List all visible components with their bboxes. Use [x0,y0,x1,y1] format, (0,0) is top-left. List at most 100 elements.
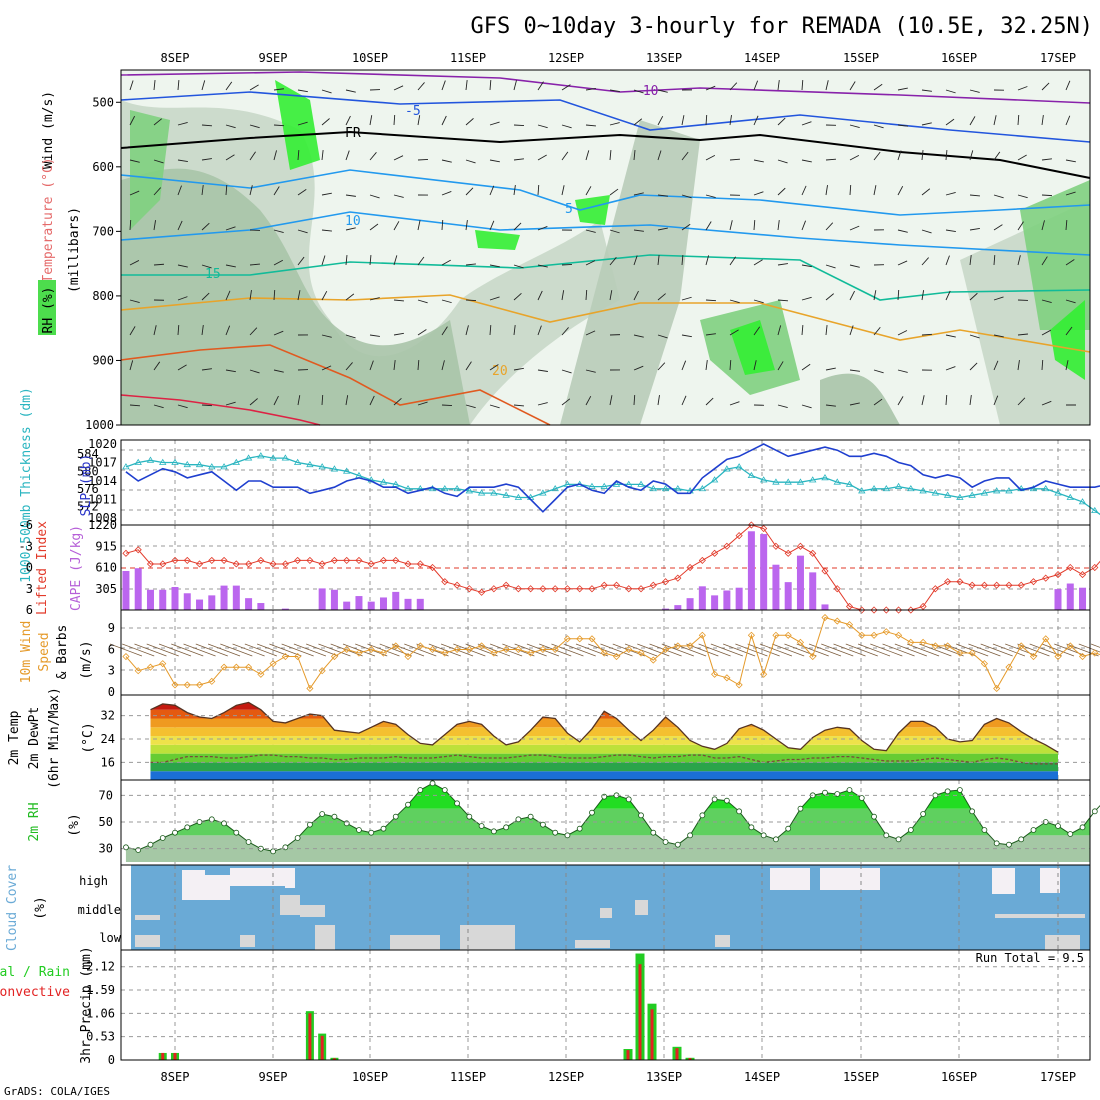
wind-barb [849,81,856,91]
thickness-marker [1091,506,1099,514]
wind-barb [1054,643,1087,657]
wind-barb [609,150,612,161]
wind-speed-marker [1042,635,1050,643]
wind-barb [801,296,812,301]
wind-barb [921,229,932,234]
temperature-contour [120,91,1091,143]
cloud-row-middle: middle [78,903,121,917]
y-tick-label: 500 [92,95,114,109]
cloud-high-block [770,868,810,890]
wind-barb [129,159,140,163]
wind-barb [633,192,644,196]
y-tick-label: 600 [92,160,114,174]
wind-barb [849,325,854,336]
rh-marker [1079,824,1086,831]
li-marker [551,585,559,593]
cloud-high-block [182,870,205,900]
wind-barb [465,159,476,164]
right-tick-label: 610 [95,561,117,575]
li-marker [306,556,314,564]
cloud-high-block [1040,868,1060,893]
cloud-mid-block [135,915,160,920]
cape-bar [257,603,265,610]
wind-barb [561,263,573,266]
li-marker [944,578,952,586]
thickness-marker [796,478,805,485]
precip-convective-bar [675,1048,679,1060]
wind-barb [1065,219,1068,231]
rh-marker [576,825,583,832]
temp-band [150,771,1058,780]
left-tick-label: 0 [26,561,33,575]
panel-border [120,949,1091,1061]
wind-barb [393,332,404,336]
wind-speed-marker [343,645,351,654]
thickness-marker [833,478,841,485]
wind-speed-marker [392,642,400,650]
wind-speed-marker [760,670,768,678]
wind-barb [1090,643,1100,648]
top-date-label: 10SEP [352,51,388,65]
li-marker [686,563,694,572]
contour-label: 10 [345,214,361,229]
rh-marker [760,832,767,839]
slp-line [125,443,1100,513]
wind-barb [585,260,596,266]
wind-barb [993,360,999,371]
y-tick-label: 0.53 [86,1030,115,1044]
wind-barb [249,124,260,129]
rh-marker [883,832,890,839]
wind-speed-marker [514,645,522,654]
wind-barb [158,643,192,657]
wind-barb [729,220,733,231]
wind-speed-marker [1017,642,1025,650]
wind-barb [969,150,974,161]
wind-barb [345,395,349,406]
wind-speed-marker [527,649,535,657]
wind-barb [201,404,213,407]
wind-barb [441,219,444,231]
precip-convective-bar [650,1009,654,1060]
wind-barb [753,259,763,266]
wind-speed-marker [735,681,743,689]
wind-barb [681,151,689,161]
wind-barb [825,325,828,336]
wind-barb [513,185,516,196]
thickness-marker [551,484,559,492]
right-tick-label: 305 [95,582,117,596]
wind-barb [825,264,836,269]
wind-barb [393,397,402,406]
wind-barb [777,325,782,336]
li-marker [723,542,731,550]
legend-rh-swatch [38,280,56,335]
wind-barb [633,255,638,266]
cape-bar [404,598,412,610]
wind-barb [273,259,284,266]
legend-total: Total / Rain [0,965,70,980]
wind-barb [873,326,881,336]
wind-barb [705,85,716,91]
rh-marker [662,839,669,845]
thickness-marker [1005,487,1013,494]
li-marker [882,606,890,614]
wind-barb [256,643,290,657]
wind-barb [873,398,883,406]
wind-barb [249,327,258,336]
contour-label: 15 [205,267,221,282]
precip-convective-bar [308,1013,312,1060]
wind-barb [921,122,932,126]
wind-speed-marker [993,684,1001,693]
wind-barb [297,121,308,126]
wind-barb [772,643,805,657]
precip-panel: 0 0.53 1.06 1.59 2.12 Run Total = 9.5 Total / … [0,946,1091,1067]
top-date-axis: 8SEP 9SEP 10SEP 11SEP 12SEP 13SEP 14SEP 15SEP 16… [161,51,1077,65]
wind-barb [345,227,356,231]
wind-barb [321,118,330,126]
cloud-mid-block [300,905,325,917]
wind-speed-marker [612,652,621,661]
wind-barb [345,362,353,371]
cape-bar [122,570,130,610]
wind-barb [870,643,903,657]
li-marker [711,549,719,557]
thickness-marker [1054,489,1062,496]
